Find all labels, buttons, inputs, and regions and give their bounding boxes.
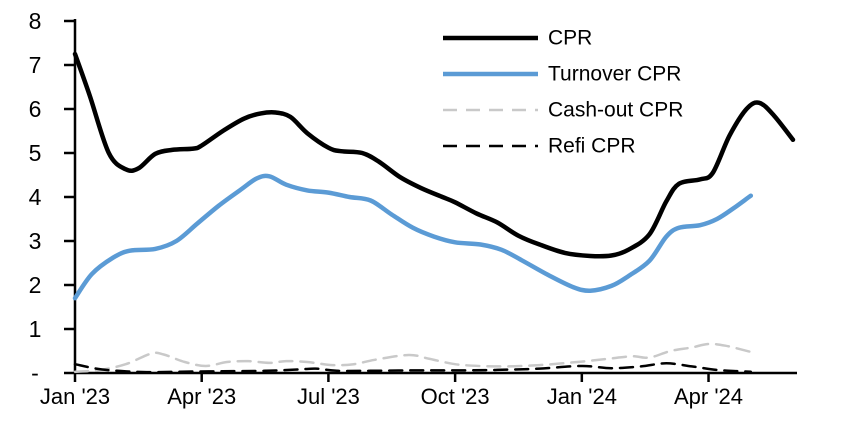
x-axis-label: Apr '24 [674,384,743,409]
x-axis-label: Jul '23 [297,384,360,409]
y-axis-label: 7 [29,52,42,78]
y-axis-label: 2 [29,272,42,298]
y-axis-label: 8 [29,8,42,34]
x-axis-label: Jan '23 [40,384,110,409]
series-line-cash-out-cpr [73,342,753,373]
y-axis-label: 5 [29,140,42,166]
series-line-cpr [72,51,796,259]
series-line-turnover-cpr [72,173,754,301]
x-axis-label: Jan '24 [547,384,617,409]
legend-label-cpr: CPR [548,27,592,50]
legend-label-refi-cpr: Refi CPR [548,135,636,158]
y-axis-label: 3 [29,228,42,254]
x-axis-label: Apr '23 [167,384,236,409]
series-line-refi-cpr [73,362,753,374]
y-axis-label: 6 [29,96,42,122]
y-axis-label: 4 [29,184,42,210]
y-axis-label: - [31,360,39,386]
x-axis-label: Oct '23 [421,384,490,409]
y-axis-label: 1 [29,316,42,342]
legend-label-turnover-cpr: Turnover CPR [548,63,681,86]
legend-label-cash-out-cpr: Cash-out CPR [548,99,683,122]
